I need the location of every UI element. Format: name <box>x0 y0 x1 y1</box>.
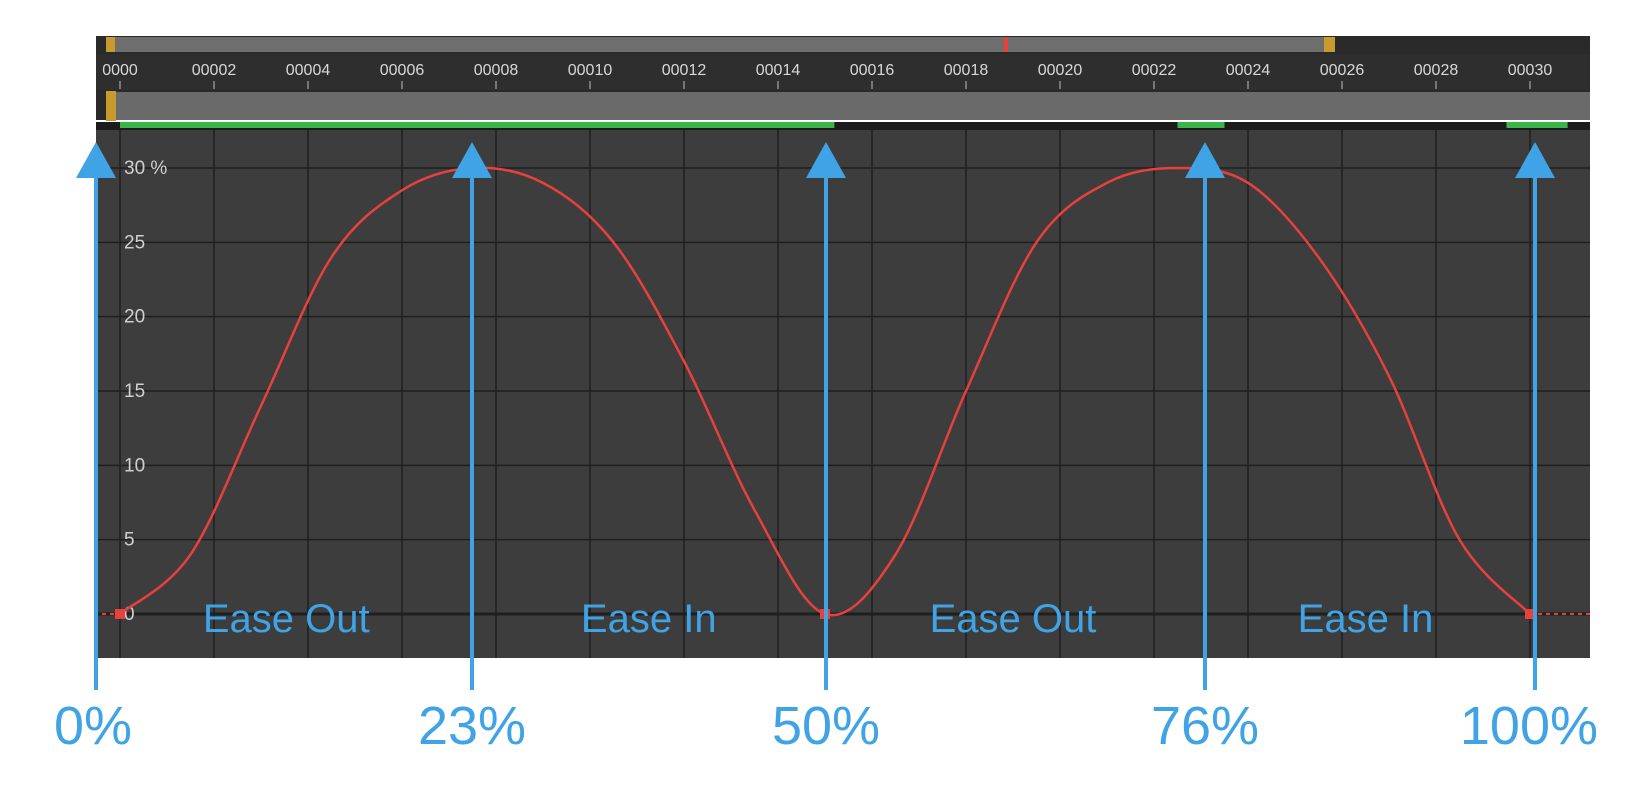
marker-label: 100% <box>1460 696 1598 756</box>
ease-label: Ease In <box>581 597 717 641</box>
ruler-label: 00016 <box>850 62 895 79</box>
marker-arrow-icon <box>76 142 116 178</box>
ruler-label: 00030 <box>1508 62 1553 79</box>
ruler-label: 00012 <box>662 62 707 79</box>
ease-label: Ease In <box>1298 597 1434 641</box>
marker-label: 50% <box>772 696 880 756</box>
plot-area[interactable] <box>96 130 1590 658</box>
ruler-labels: 0000 00002 00004 00006 00008 00010 00012 00014 0… <box>102 62 1552 89</box>
ruler-label: 0000 <box>102 62 138 79</box>
ruler-label: 00006 <box>380 62 425 79</box>
ease-annotations: Ease Out Ease In Ease Out Ease In <box>203 597 1433 641</box>
work-area-handle[interactable] <box>106 91 116 121</box>
y-tick-label: 15 <box>124 381 145 402</box>
y-tick-label: 10 <box>124 455 145 476</box>
top-scrollbar-right-handle[interactable] <box>1324 37 1335 52</box>
ruler-label: 00022 <box>1132 62 1177 79</box>
playhead-marker[interactable] <box>1004 37 1008 52</box>
y-tick-labels: 30 % 25 20 15 10 5 0 <box>124 158 167 625</box>
y-tick-label: 0 <box>124 604 135 625</box>
ruler-label: 00014 <box>756 62 801 79</box>
marker-label: 23% <box>418 696 526 756</box>
marker-label: 0% <box>54 696 132 756</box>
marker-arrow-icon <box>452 142 492 178</box>
top-scrollbar-thumb[interactable] <box>110 37 1330 52</box>
ruler-label: 00026 <box>1320 62 1365 79</box>
ruler-label: 00002 <box>192 62 237 79</box>
ruler-label: 00028 <box>1414 62 1459 79</box>
marker-arrow-icon <box>806 142 846 178</box>
cache-segment <box>120 122 835 128</box>
y-tick-label: 30 % <box>124 158 167 179</box>
ease-label: Ease Out <box>930 597 1097 641</box>
marker-arrow-icon <box>1185 142 1225 178</box>
percent-markers: 0% 23% 50% 76% 100% <box>54 142 1598 756</box>
ruler-label: 00020 <box>1038 62 1083 79</box>
cache-segment <box>1177 122 1225 128</box>
marker-arrow-icon <box>1515 142 1555 178</box>
y-tick-label: 25 <box>124 232 145 253</box>
ease-label: Ease Out <box>203 597 370 641</box>
keyframe[interactable] <box>115 609 125 619</box>
ruler-label: 00004 <box>286 62 331 79</box>
ruler-label: 00024 <box>1226 62 1271 79</box>
y-tick-label: 5 <box>124 530 135 551</box>
cache-segment <box>1506 122 1568 128</box>
cache-segments <box>120 122 1568 128</box>
marker-label: 76% <box>1151 696 1259 756</box>
ruler-label: 00010 <box>568 62 613 79</box>
y-tick-label: 20 <box>124 307 145 328</box>
ruler-label: 00018 <box>944 62 989 79</box>
top-scrollbar-left-handle[interactable] <box>106 37 115 52</box>
cache-bar-track <box>96 122 1590 130</box>
ruler[interactable] <box>96 54 1590 90</box>
ruler-label: 00008 <box>474 62 519 79</box>
keyframe[interactable] <box>1525 609 1535 619</box>
work-area-fill[interactable] <box>114 92 1590 120</box>
